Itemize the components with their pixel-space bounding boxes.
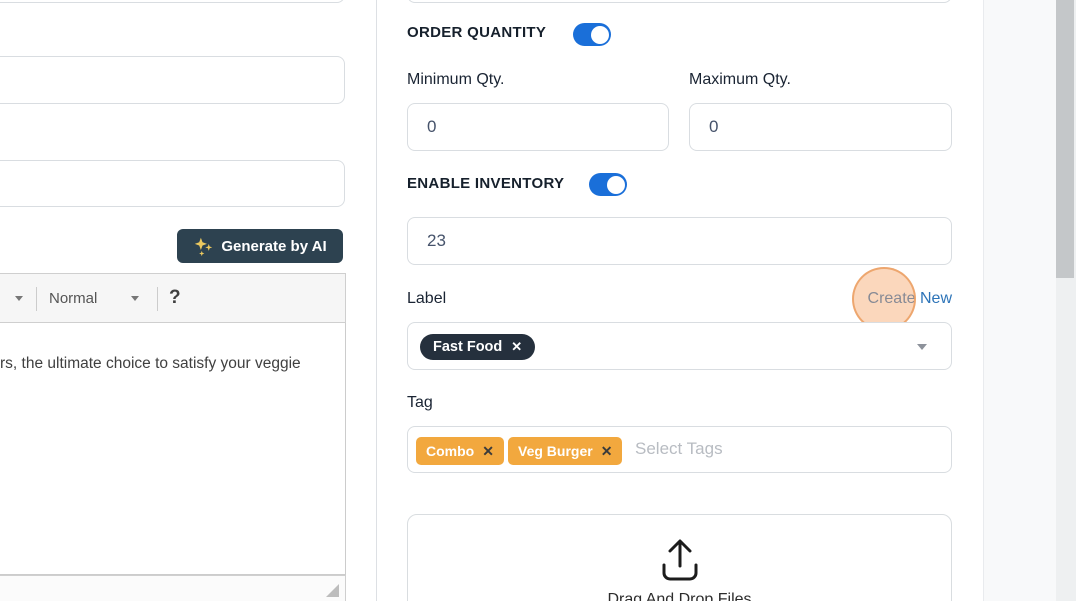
remove-chip-icon[interactable]: ✕ (511, 339, 523, 354)
paragraph-style-value: Normal (49, 289, 98, 307)
resize-handle-icon[interactable] (326, 584, 339, 597)
scrollbar-thumb[interactable] (1056, 0, 1074, 278)
editor-text: rs, the ultimate choice to satisfy your … (0, 355, 301, 372)
left-editor-panel: Generate by AI Normal ? rs, the ultimate… (0, 0, 376, 601)
generate-by-ai-button[interactable]: Generate by AI (177, 229, 343, 263)
generate-by-ai-label: Generate by AI (221, 237, 327, 255)
chevron-down-icon[interactable] (917, 344, 927, 350)
remove-chip-icon[interactable]: ✕ (600, 442, 613, 459)
remove-chip-icon[interactable]: ✕ (482, 442, 494, 459)
paragraph-style-dropdown[interactable]: Normal (49, 274, 140, 322)
tag-select[interactable]: Combo ✕ Veg Burger ✕ Select Tags (407, 426, 952, 473)
toggle-knob (606, 175, 625, 194)
column-divider (376, 0, 377, 601)
enable-inventory-label: ENABLE INVENTORY (407, 175, 565, 192)
maximum-qty-input[interactable] (689, 103, 952, 151)
product-form-panel: ORDER QUANTITY Minimum Qty. Maximum Qty.… (377, 0, 983, 601)
sparkles-icon (193, 236, 214, 257)
label-chip: Fast Food ✕ (420, 334, 536, 360)
toggle-knob (590, 25, 609, 44)
empty-input-2[interactable] (0, 160, 345, 207)
editor-toolbar: Normal ? (0, 273, 346, 323)
minimum-qty-input[interactable] (407, 103, 669, 151)
toolbar-divider (157, 287, 158, 311)
empty-input-1[interactable] (0, 56, 345, 104)
minimum-qty-label: Minimum Qty. (407, 71, 505, 88)
help-icon[interactable]: ? (169, 287, 181, 308)
upload-icon (653, 537, 707, 588)
page-background-panel (983, 0, 1076, 601)
tag-chip: Veg Burger ✕ (508, 437, 623, 465)
tag-chip-text: Combo (426, 443, 475, 459)
chevron-down-icon (15, 295, 23, 301)
label-select[interactable]: Fast Food ✕ (407, 322, 952, 370)
tag-field-label: Tag (407, 394, 433, 411)
label-chip-text: Fast Food (433, 339, 503, 355)
order-quantity-toggle[interactable] (573, 23, 611, 46)
editor-content-area[interactable]: rs, the ultimate choice to satisfy your … (0, 323, 346, 575)
create-new-link[interactable]: Create New (867, 290, 952, 307)
toolbar-divider (36, 287, 37, 311)
tag-chip: Combo ✕ (416, 437, 504, 465)
maximum-qty-label: Maximum Qty. (689, 71, 791, 88)
chevron-down-icon (131, 295, 140, 301)
editor-footer (0, 575, 346, 601)
cut-off-input-top[interactable] (0, 0, 345, 3)
enable-inventory-toggle[interactable] (589, 173, 627, 196)
scrollbar-track[interactable] (1056, 0, 1076, 601)
inventory-qty-input[interactable] (407, 217, 952, 265)
cut-off-input-top[interactable] (407, 0, 952, 3)
format-dropdown[interactable] (15, 274, 23, 322)
dropzone-text: Drag And Drop Files (607, 591, 752, 601)
order-quantity-label: ORDER QUANTITY (407, 24, 547, 41)
file-dropzone[interactable]: Drag And Drop Files (407, 514, 952, 601)
tag-chip-text: Veg Burger (518, 443, 593, 459)
tag-placeholder: Select Tags (635, 439, 723, 458)
label-field-label: Label (407, 290, 447, 307)
